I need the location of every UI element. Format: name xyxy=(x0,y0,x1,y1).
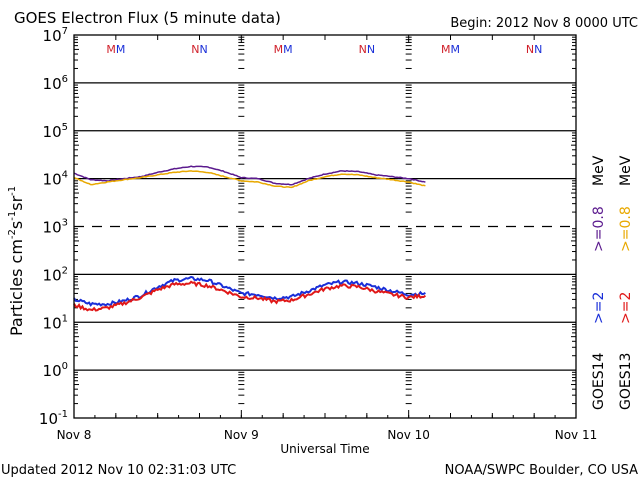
day-marker-label: NN xyxy=(526,43,542,56)
y-tick-base: 10 xyxy=(43,27,62,45)
y-axis-label-s: s xyxy=(7,221,26,229)
y-tick-base: 10 xyxy=(43,123,62,141)
y-tick-base: 10 xyxy=(43,266,62,284)
y-tick-exponent: 7 xyxy=(62,26,68,37)
y-tick-label: 102 xyxy=(43,265,68,284)
marker-letter: M xyxy=(116,43,126,56)
x-tick-label: Nov 11 xyxy=(555,428,598,442)
plot-frame xyxy=(73,34,577,419)
marker-letter: N xyxy=(200,43,208,56)
y-tick-exponent: 1 xyxy=(62,313,68,324)
y-tick-label: 104 xyxy=(43,170,68,189)
legend-low-goes13: >=2 xyxy=(618,292,634,324)
y-axis-label-base: Particles cm xyxy=(7,239,26,336)
x-tick-labels: Nov 8 Nov 9 Nov 10 Nov 11 xyxy=(57,428,598,442)
y-tick-exponent: 5 xyxy=(62,122,68,133)
y-tick-base: 10 xyxy=(43,219,62,237)
y-tick-label: 103 xyxy=(43,218,68,237)
y-tick-label: 100 xyxy=(43,361,68,380)
series-line xyxy=(73,165,426,186)
legend-sat-goes14: GOES14 xyxy=(591,352,607,410)
x-axis-label: Universal Time xyxy=(280,442,369,456)
y-axis-label-exp3: -1 xyxy=(7,186,18,196)
x-tick-label: Nov 8 xyxy=(57,428,92,442)
y-tick-base: 10 xyxy=(39,410,58,428)
y-tick-exponent: 0 xyxy=(62,361,68,372)
y-tick-label: 105 xyxy=(43,122,68,141)
y-axis-label-exp1: -2 xyxy=(7,229,18,239)
day-marker-label: MM xyxy=(274,43,293,56)
marker-letter: M xyxy=(283,43,293,56)
marker-letter: M xyxy=(451,43,461,56)
y-tick-label: 107 xyxy=(43,26,68,45)
y-axis-label-sr: sr xyxy=(7,195,26,210)
marker-letter: M xyxy=(441,43,451,56)
updated-timestamp: Updated 2012 Nov 10 02:31:03 UTC xyxy=(1,463,236,478)
day-marker-label: NN xyxy=(191,43,207,56)
y-tick-base: 10 xyxy=(43,362,62,380)
x-tick-label: Nov 9 xyxy=(224,428,259,442)
y-axis-label: Particles cm-2s-1sr-1 xyxy=(7,186,26,336)
y-tick-exponent: 6 xyxy=(62,74,68,85)
plot-series xyxy=(73,165,427,312)
y-axis-label-exp2: -1 xyxy=(7,211,18,221)
y-tick-label: 106 xyxy=(43,74,68,93)
credit-text: NOAA/SWPC Boulder, CO USA xyxy=(445,463,638,478)
legend-column-goes14: GOES14 >=2 >=0.8 MeV xyxy=(591,155,607,410)
svg-text:GOES14 >=2 >=0: GOES14 >=2 >=0.8 MeV xyxy=(591,155,607,410)
y-tick-base: 10 xyxy=(43,75,62,93)
plot-grid xyxy=(73,35,577,418)
marker-letter: N xyxy=(534,43,542,56)
y-tick-base: 10 xyxy=(43,171,62,189)
y-tick-exponent: 4 xyxy=(62,170,68,181)
x-tick-label: Nov 10 xyxy=(387,428,430,442)
y-tick-label: 101 xyxy=(43,313,68,332)
legend: GOES14 >=2 >=0.8 MeV GOES13 >=2 >=0.8 Me… xyxy=(591,155,634,410)
day-marker-label: NN xyxy=(359,43,375,56)
legend-column-goes13: GOES13 >=2 >=0.8 MeV xyxy=(618,155,634,410)
legend-high-goes13: >=0.8 xyxy=(618,206,634,252)
marker-letter: N xyxy=(359,43,367,56)
marker-letter: N xyxy=(367,43,375,56)
series-line xyxy=(73,280,427,312)
legend-low-goes14: >=2 xyxy=(591,292,607,324)
marker-letter: N xyxy=(191,43,199,56)
y-tick-exponent: 3 xyxy=(62,218,68,229)
chart-title: GOES Electron Flux (5 minute data) xyxy=(14,9,281,27)
legend-unit-goes13: MeV xyxy=(618,155,634,186)
y-tick-label: 10-1 xyxy=(39,409,68,428)
svg-text:GOES13 >=2 >=0: GOES13 >=2 >=0.8 MeV xyxy=(618,155,634,410)
legend-high-goes14: >=0.8 xyxy=(591,206,607,252)
legend-unit-goes14: MeV xyxy=(591,155,607,186)
begin-label: Begin: 2012 Nov 8 0000 UTC xyxy=(450,16,638,31)
plot-border xyxy=(73,34,577,419)
marker-letter: M xyxy=(274,43,284,56)
marker-letter: M xyxy=(106,43,116,56)
y-tick-base: 10 xyxy=(43,314,62,332)
series-line xyxy=(73,170,426,189)
day-marker-label: MM xyxy=(441,43,460,56)
day-markers: MM NN MM NN MM NN xyxy=(106,43,542,56)
y-tick-exponent: -1 xyxy=(58,409,68,420)
marker-letter: N xyxy=(526,43,534,56)
legend-sat-goes13: GOES13 xyxy=(618,353,634,410)
y-tick-exponent: 2 xyxy=(62,265,68,276)
svg-text:Particles cm-2s-1sr-1: Particles cm-2s-1sr-1 xyxy=(7,186,26,336)
day-marker-label: MM xyxy=(106,43,125,56)
